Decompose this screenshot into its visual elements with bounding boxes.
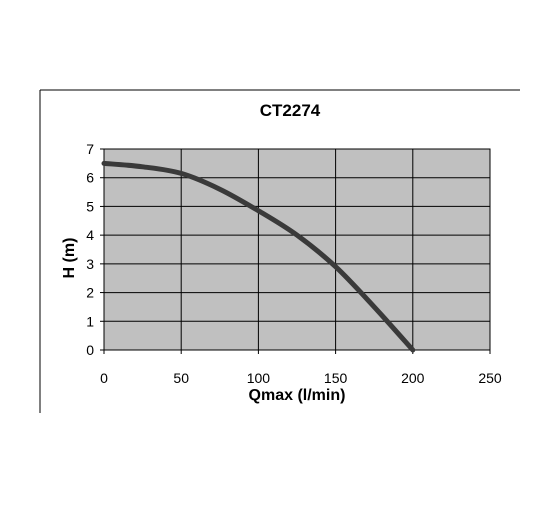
y-tick-label: 5 xyxy=(86,198,94,214)
grid-lines xyxy=(100,148,491,354)
x-tick-label: 250 xyxy=(478,370,502,386)
x-tick-label: 50 xyxy=(173,370,189,386)
y-tick-label: 4 xyxy=(86,227,94,243)
x-axis-title: Qmax (l/min) xyxy=(249,387,346,404)
x-tick-label: 200 xyxy=(401,370,425,386)
y-tick-label: 6 xyxy=(86,170,94,186)
y-tick-label: 3 xyxy=(86,256,94,272)
x-tick-label: 150 xyxy=(324,370,348,386)
chart-title: CT2274 xyxy=(260,101,321,120)
tick-labels: 0 1 2 3 4 5 6 7 0 50 100 150 200 250 xyxy=(86,141,502,386)
x-tick-label: 0 xyxy=(100,370,108,386)
y-tick-label: 0 xyxy=(86,342,94,358)
series-layer xyxy=(101,160,416,353)
plot-area xyxy=(103,148,491,351)
y-tick-label: 1 xyxy=(86,313,94,329)
pump-curve-line xyxy=(101,160,416,353)
y-tick-label: 7 xyxy=(86,141,94,157)
y-tick-label: 2 xyxy=(86,285,94,301)
y-axis-title: H (m) xyxy=(61,238,78,279)
x-tick-label: 100 xyxy=(247,370,271,386)
